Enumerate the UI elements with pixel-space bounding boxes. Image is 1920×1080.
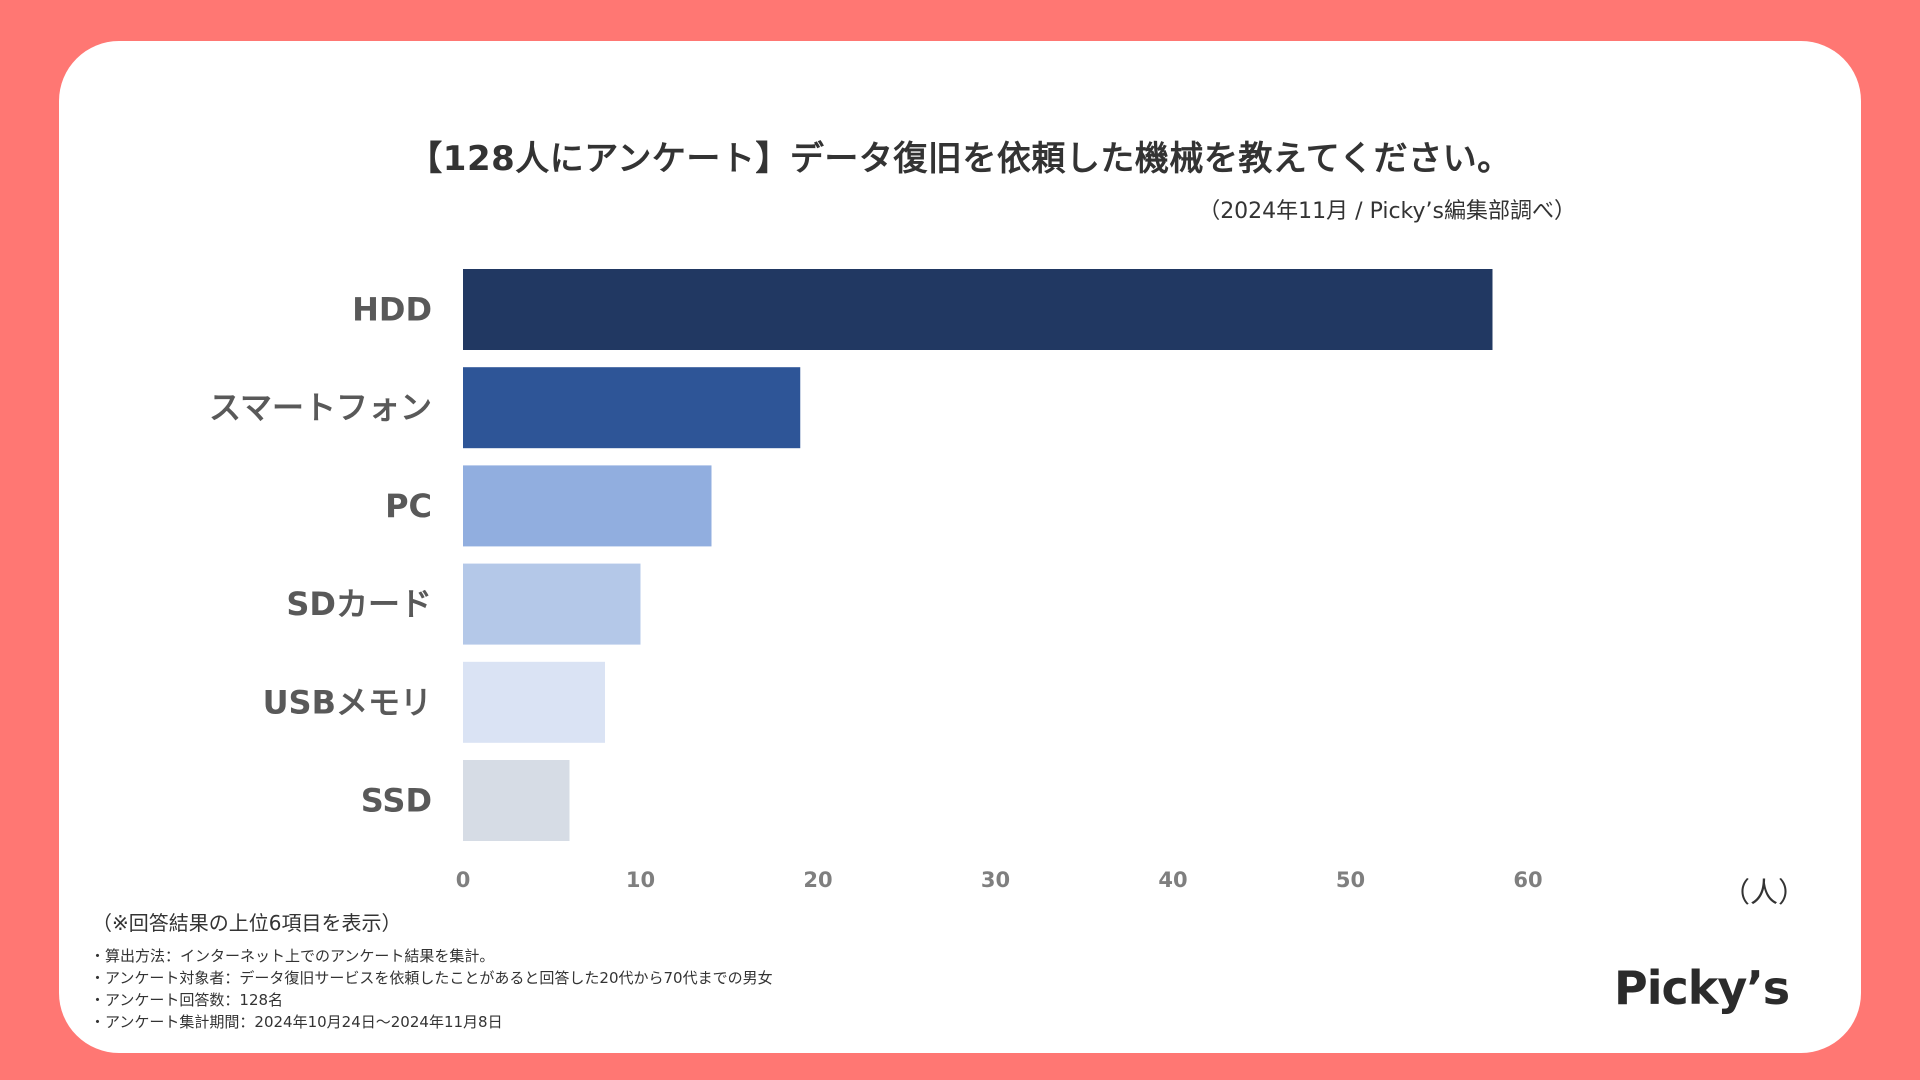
method-line: アンケート回答数：128名 [90, 989, 773, 1011]
bar-chart: HDD スマートフォン PC SDカード USBメモリ SSD 0 10 20 30 40 50 60 [209, 269, 1543, 892]
x-axis-ticks: 0 10 20 30 40 50 60 [456, 868, 1543, 892]
bar-3 [463, 465, 712, 547]
x-axis-unit: （人） [1722, 876, 1807, 909]
bars-layer [463, 269, 1493, 841]
survey-method-list: 算出方法：インターネット上でのアンケート結果を集計。 アンケート対象者：データ復… [90, 945, 773, 1033]
x-tick-label: 0 [456, 868, 471, 892]
method-line: アンケート集計期間：2024年10月24日〜2024年11月8日 [90, 1011, 773, 1033]
category-label: USBメモリ [263, 683, 432, 721]
bar-1 [463, 269, 1493, 350]
category-labels: HDD スマートフォン PC SDカード USBメモリ SSD [209, 291, 432, 820]
x-tick-label: 60 [1513, 868, 1542, 892]
bar-6 [463, 760, 570, 841]
method-line: アンケート対象者：データ復旧サービスを依頼したことがあると回答した20代から70… [90, 967, 773, 989]
x-tick-label: 20 [803, 868, 832, 892]
bar-2 [463, 367, 801, 449]
chart-title: 【128人にアンケート】データ復旧を依頼した機械を教えてください。 [408, 139, 1512, 179]
chart-source: （2024年11月 / Picky’s編集部調べ） [1198, 199, 1576, 224]
bar-5 [463, 661, 605, 743]
category-label: PC [385, 487, 432, 525]
x-tick-label: 10 [626, 868, 655, 892]
method-line: 算出方法：インターネット上でのアンケート結果を集計。 [90, 945, 773, 967]
category-label: SDカード [286, 585, 432, 623]
x-tick-label: 50 [1336, 868, 1365, 892]
pickys-logo: Picky’s [1614, 961, 1790, 1015]
x-tick-label: 40 [1158, 868, 1187, 892]
category-label: スマートフォン [209, 389, 432, 427]
category-label: HDD [352, 291, 432, 329]
x-tick-label: 30 [981, 868, 1010, 892]
chart-card: 【128人にアンケート】データ復旧を依頼した機械を教えてください。 （2024年… [59, 41, 1861, 1053]
footnote: （※回答結果の上位6項目を表示） [92, 911, 402, 935]
category-label: SSD [361, 782, 432, 820]
bar-4 [463, 563, 641, 645]
